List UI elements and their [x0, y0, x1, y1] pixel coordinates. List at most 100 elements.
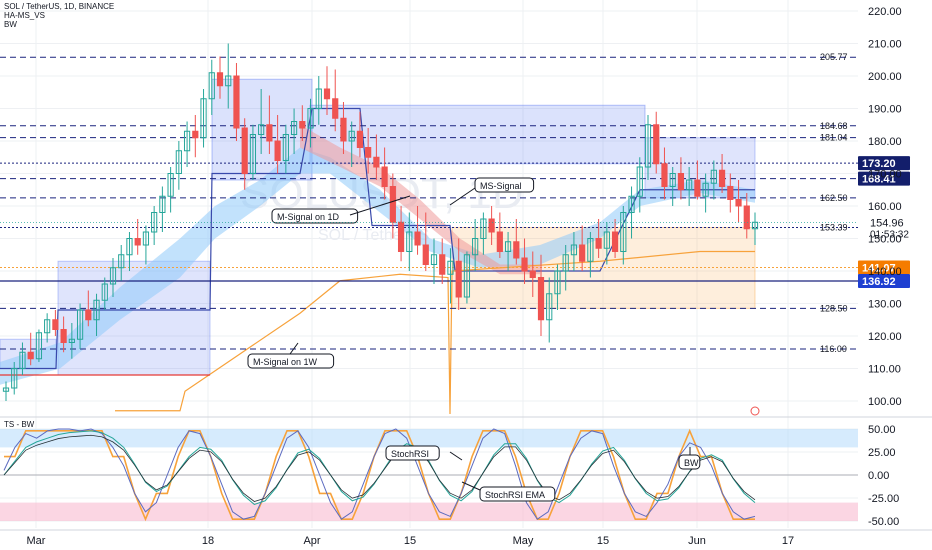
candle[interactable] [35, 329, 43, 363]
candle[interactable] [751, 212, 759, 246]
candle[interactable] [315, 76, 322, 125]
candle[interactable] [126, 232, 133, 271]
candle[interactable] [562, 245, 569, 291]
candle[interactable] [439, 238, 446, 285]
candle[interactable] [504, 232, 512, 271]
candle[interactable] [570, 232, 578, 271]
candle[interactable] [455, 238, 462, 311]
candle[interactable] [579, 225, 586, 272]
candle[interactable] [274, 115, 281, 174]
candle[interactable] [167, 167, 174, 213]
candle[interactable] [521, 238, 528, 285]
candle[interactable] [290, 108, 298, 155]
candle[interactable] [159, 186, 166, 233]
candle[interactable] [694, 160, 701, 200]
candle[interactable] [299, 105, 306, 141]
candle[interactable] [735, 180, 742, 223]
annotation-m-signal-1d[interactable]: M-Signal on 1D [271, 208, 359, 224]
candle[interactable] [266, 95, 273, 155]
annotation-stochrsi-ema[interactable]: StochRSI EMA [479, 486, 556, 502]
candle[interactable] [241, 118, 248, 190]
candle[interactable] [406, 212, 413, 272]
candle[interactable] [554, 264, 561, 311]
candle[interactable] [397, 206, 405, 262]
candle[interactable] [603, 222, 610, 265]
candle[interactable] [628, 186, 635, 239]
candle[interactable] [93, 293, 100, 336]
candle[interactable] [611, 219, 619, 258]
x-axis[interactable]: Mar 18 Apr 15 May 15 Jun 17 [27, 535, 795, 547]
candle[interactable] [225, 43, 232, 109]
candle[interactable] [677, 157, 685, 200]
candle[interactable] [76, 303, 84, 350]
candle[interactable] [323, 66, 331, 115]
candle[interactable] [727, 173, 734, 213]
candle[interactable] [101, 277, 108, 311]
candle[interactable] [381, 147, 388, 200]
level-price-tag[interactable] [858, 260, 910, 275]
candle[interactable] [85, 290, 92, 327]
candle[interactable] [258, 89, 265, 154]
candle[interactable] [702, 173, 709, 213]
candle[interactable] [151, 206, 158, 245]
candle[interactable] [142, 225, 150, 265]
candle[interactable] [480, 212, 487, 255]
candle[interactable] [636, 157, 643, 213]
legend-indicator-hams[interactable]: HA-MS_VS [4, 11, 45, 20]
level-price-tag[interactable] [858, 274, 910, 289]
candle[interactable] [587, 232, 594, 278]
candle[interactable] [192, 115, 199, 158]
candle[interactable] [340, 102, 347, 154]
candle[interactable] [11, 362, 18, 395]
candle[interactable] [68, 323, 75, 359]
oscillator-pane[interactable] [0, 428, 858, 522]
candle[interactable] [60, 316, 67, 353]
candle[interactable] [200, 89, 207, 148]
candle[interactable] [118, 245, 125, 281]
candle[interactable] [52, 310, 59, 336]
osc-y-axis[interactable]: 50.00 25.00 0.00 -25.00 -50.00 [868, 424, 899, 528]
candle[interactable] [710, 160, 717, 200]
candle[interactable] [661, 147, 668, 200]
candle[interactable] [365, 128, 372, 174]
annotation-bw[interactable]: BW [678, 454, 701, 470]
candle[interactable] [414, 206, 421, 255]
candle[interactable] [529, 251, 536, 298]
candle[interactable] [743, 193, 750, 239]
candle[interactable] [44, 313, 51, 343]
candle[interactable] [208, 59, 215, 115]
last-price-tag[interactable] [858, 215, 932, 240]
candle[interactable] [430, 238, 438, 285]
candle[interactable] [233, 63, 240, 141]
candle[interactable] [644, 115, 652, 180]
candle[interactable] [686, 167, 693, 206]
candle[interactable] [356, 111, 364, 158]
candle[interactable] [19, 342, 26, 376]
annotation-ms-signal[interactable]: MS-Signal [474, 177, 535, 193]
legend-indicator-bw[interactable]: BW [4, 20, 17, 29]
candle[interactable] [2, 381, 10, 402]
legend-symbol[interactable]: SOL / TetherUS, 1D, BINANCE [4, 2, 115, 11]
candle[interactable] [546, 277, 553, 343]
candle[interactable] [389, 173, 396, 239]
candle[interactable] [134, 219, 141, 255]
candle[interactable] [282, 124, 289, 174]
candle[interactable] [109, 258, 117, 297]
candle[interactable] [348, 121, 355, 168]
candle[interactable] [373, 134, 380, 181]
alert-marker-icon[interactable] [750, 406, 760, 416]
candle[interactable] [653, 111, 660, 174]
candle[interactable] [463, 251, 471, 304]
candle[interactable] [183, 121, 191, 168]
candle[interactable] [447, 248, 454, 304]
oscillator-title[interactable]: TS - BW [4, 420, 35, 429]
candle[interactable] [488, 206, 495, 245]
candle[interactable] [27, 332, 34, 366]
candle[interactable] [595, 219, 602, 258]
candle[interactable] [513, 219, 520, 265]
candle[interactable] [718, 154, 726, 193]
candle[interactable] [216, 56, 224, 99]
candle[interactable] [537, 254, 545, 336]
candle[interactable] [332, 69, 339, 132]
level-price-tag[interactable] [858, 156, 910, 171]
